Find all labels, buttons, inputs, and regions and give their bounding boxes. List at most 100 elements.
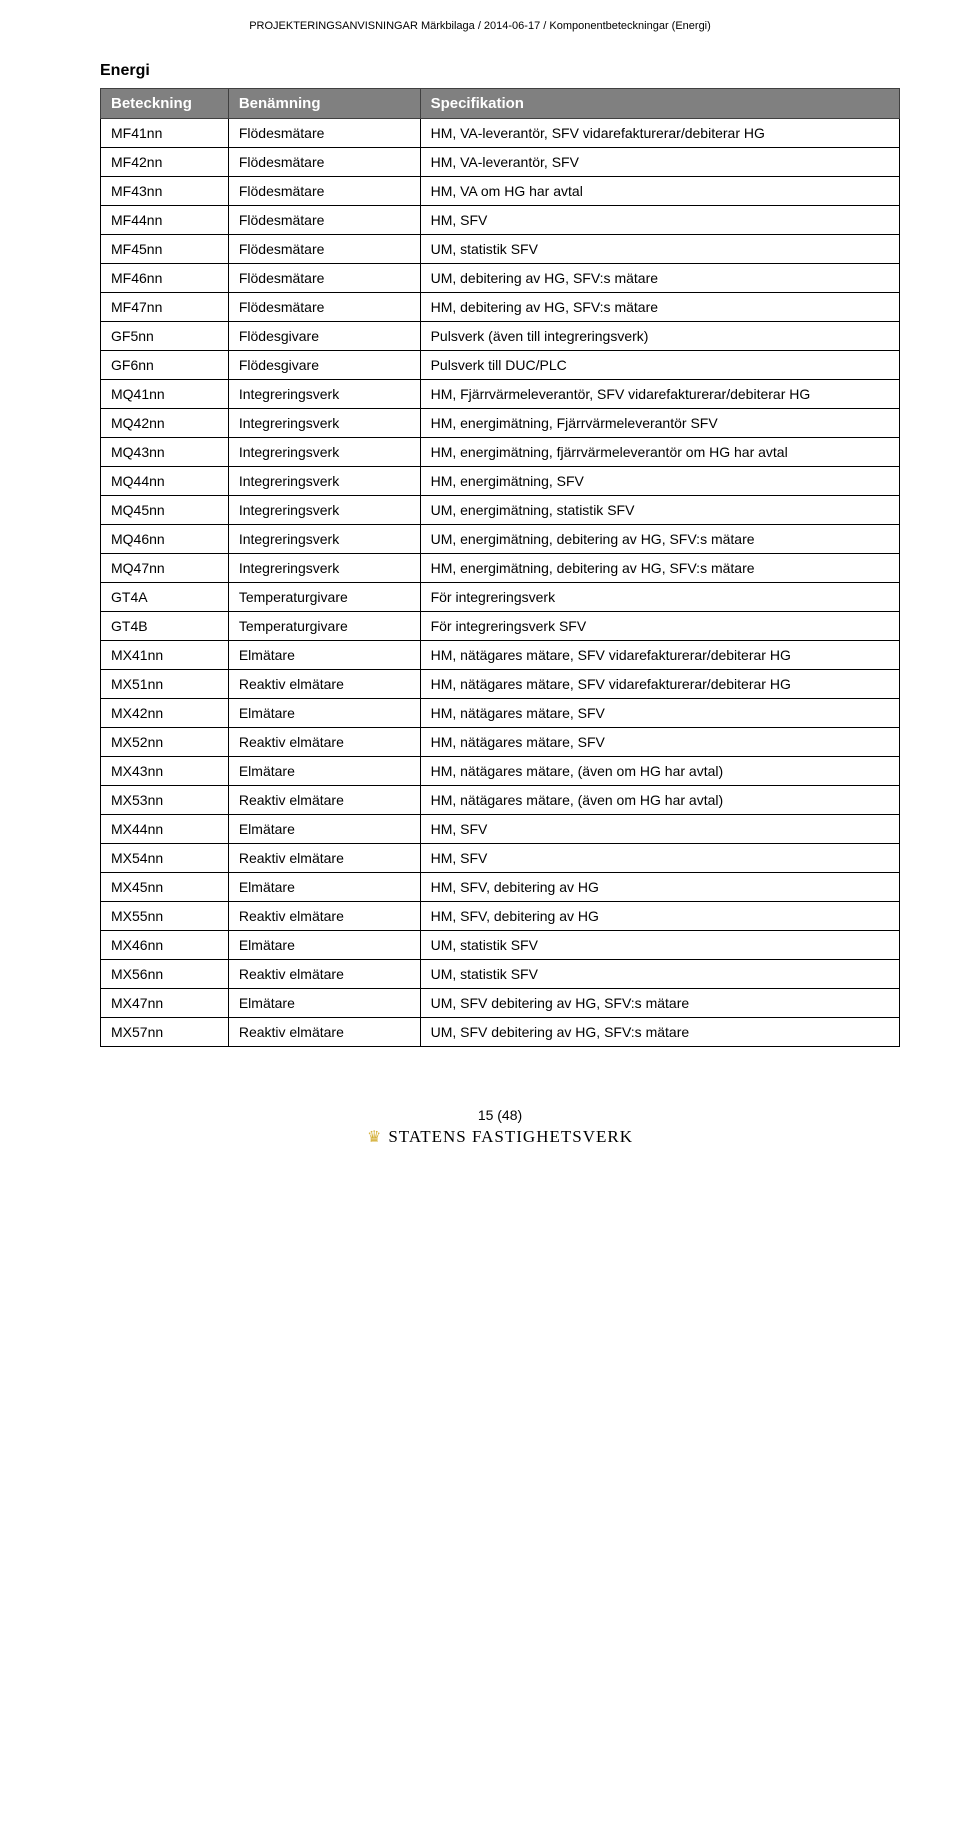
cell-beteckning: MQ41nn [101, 380, 229, 409]
cell-beteckning: GF6nn [101, 351, 229, 380]
cell-beteckning: MX46nn [101, 931, 229, 960]
cell-benamning: Reaktiv elmätare [228, 728, 420, 757]
cell-beteckning: MX55nn [101, 902, 229, 931]
table-row: MQ44nnIntegreringsverkHM, energimätning,… [101, 467, 900, 496]
table-row: MF46nnFlödesmätareUM, debitering av HG, … [101, 264, 900, 293]
table-row: GF5nnFlödesgivarePulsverk (även till int… [101, 322, 900, 351]
table-row: MX41nnElmätareHM, nätägares mätare, SFV … [101, 641, 900, 670]
table-row: MX44nnElmätareHM, SFV [101, 815, 900, 844]
cell-specifikation: HM, nätägares mätare, SFV vidarefakturer… [420, 670, 899, 699]
table-row: MQ46nnIntegreringsverkUM, energimätning,… [101, 525, 900, 554]
table-row: MX42nnElmätareHM, nätägares mätare, SFV [101, 699, 900, 728]
cell-specifikation: UM, statistik SFV [420, 931, 899, 960]
cell-benamning: Reaktiv elmätare [228, 902, 420, 931]
cell-beteckning: MX45nn [101, 873, 229, 902]
cell-benamning: Integreringsverk [228, 438, 420, 467]
cell-benamning: Elmätare [228, 641, 420, 670]
cell-specifikation: HM, debitering av HG, SFV:s mätare [420, 293, 899, 322]
cell-beteckning: MQ44nn [101, 467, 229, 496]
cell-benamning: Integreringsverk [228, 496, 420, 525]
cell-specifikation: HM, SFV, debitering av HG [420, 873, 899, 902]
cell-benamning: Flödesmätare [228, 148, 420, 177]
page-number: 15 (48) [100, 1107, 900, 1123]
cell-benamning: Flödesmätare [228, 264, 420, 293]
table-row: MX54nnReaktiv elmätareHM, SFV [101, 844, 900, 873]
cell-specifikation: HM, energimätning, SFV [420, 467, 899, 496]
cell-benamning: Reaktiv elmätare [228, 960, 420, 989]
cell-benamning: Temperaturgivare [228, 612, 420, 641]
cell-specifikation: HM, SFV [420, 815, 899, 844]
col-header-specifikation: Specifikation [420, 89, 899, 119]
cell-benamning: Integreringsverk [228, 380, 420, 409]
cell-specifikation: HM, Fjärrvärmeleverantör, SFV vidarefakt… [420, 380, 899, 409]
cell-beteckning: GT4A [101, 583, 229, 612]
section-title: Energi [100, 62, 900, 80]
cell-beteckning: MF44nn [101, 206, 229, 235]
cell-specifikation: UM, debitering av HG, SFV:s mätare [420, 264, 899, 293]
cell-beteckning: MX53nn [101, 786, 229, 815]
table-row: MX47nnElmätareUM, SFV debitering av HG, … [101, 989, 900, 1018]
cell-beteckning: MQ47nn [101, 554, 229, 583]
table-row: MF45nnFlödesmätareUM, statistik SFV [101, 235, 900, 264]
cell-beteckning: MF47nn [101, 293, 229, 322]
cell-beteckning: MX54nn [101, 844, 229, 873]
cell-beteckning: GF5nn [101, 322, 229, 351]
cell-specifikation: HM, energimätning, Fjärrvärmeleverantör … [420, 409, 899, 438]
cell-benamning: Flödesgivare [228, 322, 420, 351]
table-row: MX51nnReaktiv elmätareHM, nätägares mäta… [101, 670, 900, 699]
cell-benamning: Reaktiv elmätare [228, 844, 420, 873]
table-row: MF42nnFlödesmätareHM, VA-leverantör, SFV [101, 148, 900, 177]
table-body: MF41nnFlödesmätareHM, VA-leverantör, SFV… [101, 119, 900, 1047]
cell-beteckning: MX57nn [101, 1018, 229, 1047]
cell-beteckning: MQ43nn [101, 438, 229, 467]
cell-specifikation: Pulsverk (även till integreringsverk) [420, 322, 899, 351]
cell-specifikation: HM, SFV [420, 206, 899, 235]
cell-specifikation: UM, energimätning, debitering av HG, SFV… [420, 525, 899, 554]
cell-beteckning: MQ46nn [101, 525, 229, 554]
table-row: MX46nnElmätareUM, statistik SFV [101, 931, 900, 960]
cell-beteckning: MX47nn [101, 989, 229, 1018]
breadcrumb-path: PROJEKTERINGSANVISNINGAR Märkbilaga / 20… [60, 20, 900, 32]
table-row: MQ45nnIntegreringsverkUM, energimätning,… [101, 496, 900, 525]
cell-specifikation: HM, nätägares mätare, SFV vidarefakturer… [420, 641, 899, 670]
cell-specifikation: För integreringsverk [420, 583, 899, 612]
cell-benamning: Elmätare [228, 699, 420, 728]
cell-beteckning: MF46nn [101, 264, 229, 293]
cell-specifikation: HM, VA-leverantör, SFV vidarefakturerar/… [420, 119, 899, 148]
cell-specifikation: HM, nätägares mätare, (även om HG har av… [420, 786, 899, 815]
cell-benamning: Reaktiv elmätare [228, 786, 420, 815]
table-row: MX53nnReaktiv elmätareHM, nätägares mäta… [101, 786, 900, 815]
cell-beteckning: MF43nn [101, 177, 229, 206]
cell-benamning: Elmätare [228, 989, 420, 1018]
document-page: PROJEKTERINGSANVISNINGAR Märkbilaga / 20… [0, 0, 960, 1187]
component-table: Beteckning Benämning Specifikation MF41n… [100, 88, 900, 1047]
cell-beteckning: MF45nn [101, 235, 229, 264]
cell-benamning: Flödesmätare [228, 235, 420, 264]
cell-beteckning: MX42nn [101, 699, 229, 728]
table-row: MX52nnReaktiv elmätareHM, nätägares mäta… [101, 728, 900, 757]
cell-specifikation: HM, SFV [420, 844, 899, 873]
cell-specifikation: HM, nätägares mätare, (även om HG har av… [420, 757, 899, 786]
cell-specifikation: HM, VA-leverantör, SFV [420, 148, 899, 177]
cell-beteckning: MX51nn [101, 670, 229, 699]
cell-benamning: Reaktiv elmätare [228, 670, 420, 699]
page-footer: 15 (48) ♛ STATENS FASTIGHETSVERK [100, 1107, 900, 1147]
col-header-beteckning: Beteckning [101, 89, 229, 119]
cell-specifikation: HM, VA om HG har avtal [420, 177, 899, 206]
table-row: MX56nnReaktiv elmätareUM, statistik SFV [101, 960, 900, 989]
cell-benamning: Integreringsverk [228, 554, 420, 583]
cell-benamning: Elmätare [228, 757, 420, 786]
crown-icon: ♛ [367, 1127, 382, 1147]
table-row: GT4BTemperaturgivareFör integreringsverk… [101, 612, 900, 641]
table-row: MQ41nnIntegreringsverkHM, Fjärrvärmeleve… [101, 380, 900, 409]
cell-beteckning: MQ45nn [101, 496, 229, 525]
table-row: MF41nnFlödesmätareHM, VA-leverantör, SFV… [101, 119, 900, 148]
cell-specifikation: UM, statistik SFV [420, 235, 899, 264]
cell-benamning: Integreringsverk [228, 409, 420, 438]
table-row: MF44nnFlödesmätareHM, SFV [101, 206, 900, 235]
cell-specifikation: UM, SFV debitering av HG, SFV:s mätare [420, 1018, 899, 1047]
cell-specifikation: HM, nätägares mätare, SFV [420, 699, 899, 728]
cell-specifikation: HM, nätägares mätare, SFV [420, 728, 899, 757]
cell-specifikation: UM, statistik SFV [420, 960, 899, 989]
cell-specifikation: Pulsverk till DUC/PLC [420, 351, 899, 380]
